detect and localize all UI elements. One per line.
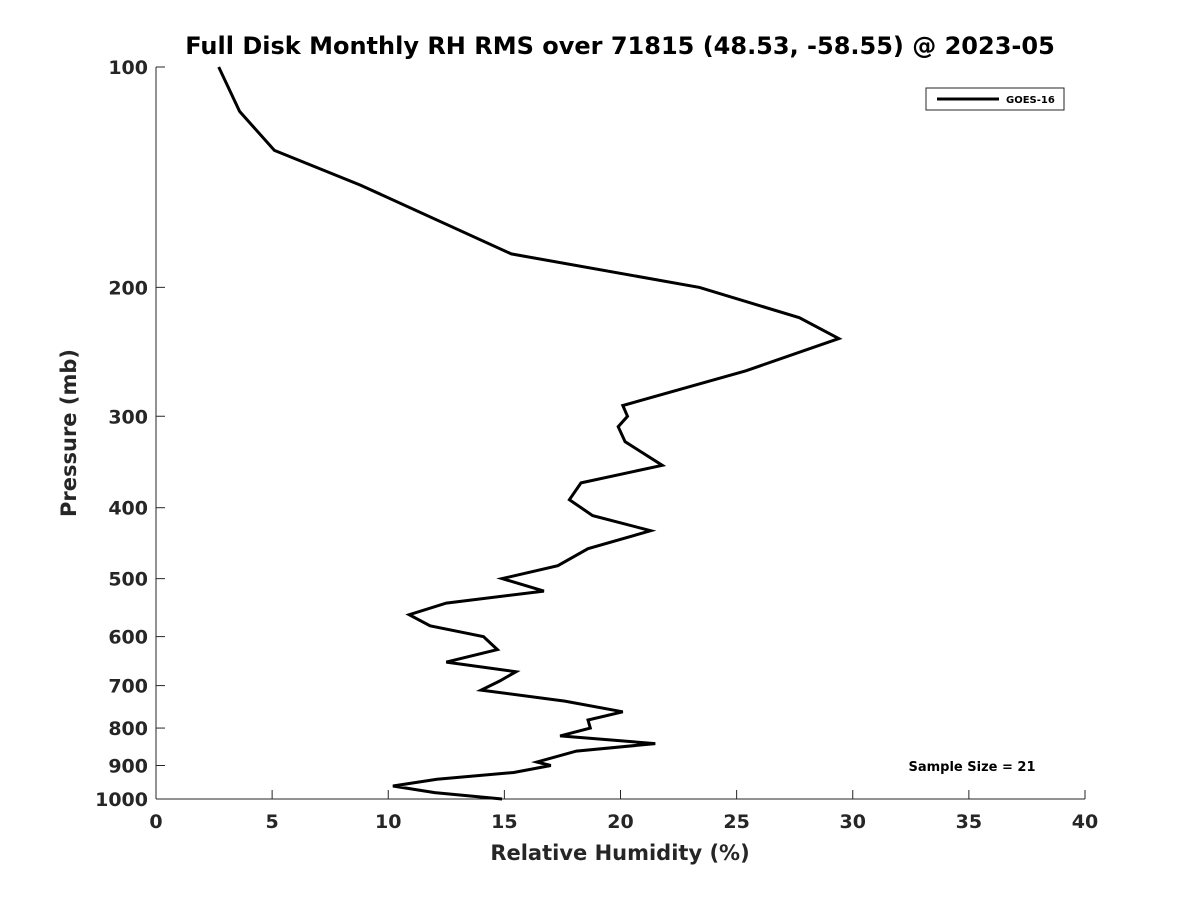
x-ticks: 0 5 10 15 20 25 30 35 40 [149,790,1098,833]
x-tick-label: 0 [149,811,162,833]
x-tick-label: 20 [607,811,633,833]
x-tick-label: 40 [1072,811,1098,833]
x-tick-label: 10 [375,811,401,833]
x-tick-label: 25 [723,811,749,833]
x-tick-label: 5 [266,811,279,833]
chart-title: Full Disk Monthly RH RMS over 71815 (48.… [185,32,1055,60]
x-tick-label: 35 [956,811,982,833]
x-axis-label: Relative Humidity (%) [490,841,749,865]
y-tick-label: 400 [108,498,148,520]
y-tick-label: 100 [108,57,148,79]
y-tick-label: 500 [108,569,148,591]
y-ticks: 100 200 300 400 500 600 700 800 900 1000 [95,57,165,811]
y-tick-label: 800 [108,718,148,740]
y-tick-label: 300 [108,406,148,428]
y-tick-label: 700 [108,676,148,698]
x-tick-label: 15 [491,811,517,833]
sample-size-annotation: Sample Size = 21 [908,760,1035,775]
x-tick-label: 30 [840,811,866,833]
series-layer [217,66,843,801]
series-line-goes-16 [217,66,843,801]
y-tick-label: 1000 [95,789,148,811]
plot-area: 0 5 10 15 20 25 30 35 40 100 200 300 400 500 600 700 80… [95,57,1098,833]
y-tick-label: 600 [108,627,148,649]
y-tick-label: 900 [108,756,148,778]
legend: GOES-16 [925,87,1065,111]
y-tick-label: 200 [108,277,148,299]
legend-label-goes-16: GOES-16 [1006,95,1055,106]
y-axis-label: Pressure (mb) [57,349,81,517]
